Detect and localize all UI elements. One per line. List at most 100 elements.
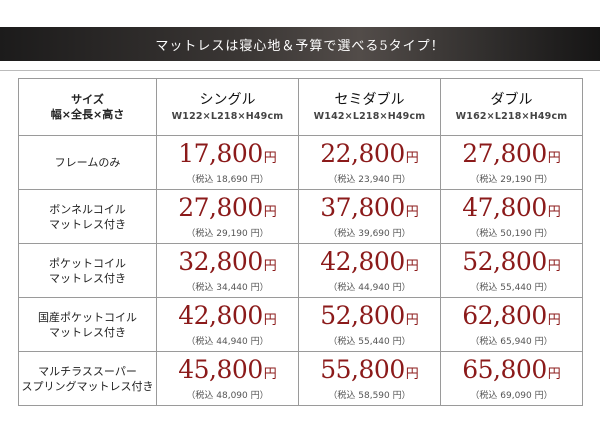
table-row: マルチラススーパー スプリングマットレス付き 45,800円 （税込 48,090 円… <box>18 351 583 406</box>
row-label-cell: ポケットコイル マットレス付き <box>18 243 157 298</box>
column-name: シングル <box>199 91 256 108</box>
tax-included-price: （税込 48,090 円） <box>186 391 269 401</box>
row-label: 国産ポケットコイル <box>38 310 137 324</box>
column-header-double: ダブル W162×L218×H49cm <box>440 78 583 136</box>
yen-unit: 円 <box>405 205 419 220</box>
banner-title: マットレスは寝心地＆予算で選べる5タイプ！ <box>155 38 445 54</box>
price-value: 32,800円 <box>157 247 298 282</box>
banner: マットレスは寝心地＆予算で選べる5タイプ！ <box>0 27 600 61</box>
price-cell: 55,800円 （税込 58,590 円） <box>298 351 441 406</box>
tax-included-price: （税込 39,690 円） <box>328 229 411 239</box>
price-number: 17,800 <box>178 139 263 168</box>
price-number: 27,800 <box>462 139 547 168</box>
column-size: W122×L218×H49cm <box>171 110 284 122</box>
price-value: 37,800円 <box>299 193 440 228</box>
yen-unit: 円 <box>547 205 561 220</box>
column-size: W142×L218×H49cm <box>313 110 426 122</box>
table-row: フレームのみ 17,800円 （税込 18,690 円） 22,800円 （税込 23,… <box>18 135 583 190</box>
yen-unit: 円 <box>263 151 277 166</box>
row-label: マットレス付き <box>49 217 126 231</box>
size-header-label: サイズ <box>71 93 104 106</box>
yen-unit: 円 <box>547 367 561 382</box>
tax-included-price: （税込 29,190 円） <box>186 229 269 239</box>
row-label: スプリングマットレス付き <box>21 379 154 393</box>
column-name: セミダブル <box>334 91 405 108</box>
price-value: 17,800円 <box>157 139 298 174</box>
price-value: 52,800円 <box>441 247 582 282</box>
price-value: 45,800円 <box>157 355 298 390</box>
table-row: ポケットコイル マットレス付き 32,800円 （税込 34,440 円） 42,800… <box>18 243 583 298</box>
table-row: 国産ポケットコイル マットレス付き 42,800円 （税込 44,940 円） 52,8… <box>18 297 583 352</box>
row-label-cell: マルチラススーパー スプリングマットレス付き <box>18 351 157 406</box>
table-header-row: サイズ 幅×全長×高さ シングル W122×L218×H49cm セミダブル W… <box>18 78 583 136</box>
price-value: 52,800円 <box>299 301 440 336</box>
price-value: 27,800円 <box>157 193 298 228</box>
dimension-header-label: 幅×全長×高さ <box>50 108 125 121</box>
tax-included-price: （税込 55,440 円） <box>470 283 553 293</box>
price-cell: 27,800円 （税込 29,190 円） <box>156 189 299 244</box>
row-label: ポケットコイル <box>49 256 126 270</box>
table-body: フレームのみ 17,800円 （税込 18,690 円） 22,800円 （税込 23,… <box>18 135 583 406</box>
price-cell: 42,800円 （税込 44,940 円） <box>298 243 441 298</box>
tax-included-price: （税込 44,940 円） <box>328 283 411 293</box>
banner-divider <box>0 70 600 71</box>
yen-unit: 円 <box>405 259 419 274</box>
price-cell: 32,800円 （税込 34,440 円） <box>156 243 299 298</box>
tax-included-price: （税込 44,940 円） <box>186 337 269 347</box>
yen-unit: 円 <box>263 367 277 382</box>
column-header-single: シングル W122×L218×H49cm <box>156 78 299 136</box>
price-number: 55,800 <box>320 355 405 384</box>
tax-included-price: （税込 65,940 円） <box>470 337 553 347</box>
row-label: フレームのみ <box>54 156 121 169</box>
price-cell: 52,800円 （税込 55,440 円） <box>440 243 583 298</box>
tax-included-price: （税込 29,190 円） <box>470 175 553 185</box>
price-cell: 17,800円 （税込 18,690 円） <box>156 135 299 190</box>
price-number: 42,800 <box>178 301 263 330</box>
price-cell: 45,800円 （税込 48,090 円） <box>156 351 299 406</box>
row-label: マットレス付き <box>49 271 126 285</box>
price-number: 52,800 <box>462 247 547 276</box>
row-label-cell: ボンネルコイル マットレス付き <box>18 189 157 244</box>
price-number: 22,800 <box>320 139 405 168</box>
column-header-semi-double: セミダブル W142×L218×H49cm <box>298 78 441 136</box>
price-value: 62,800円 <box>441 301 582 336</box>
row-label-cell: フレームのみ <box>18 135 157 190</box>
tax-included-price: （税込 55,440 円） <box>328 337 411 347</box>
price-table: サイズ 幅×全長×高さ シングル W122×L218×H49cm セミダブル W… <box>18 78 583 406</box>
price-cell: 65,800円 （税込 69,090 円） <box>440 351 583 406</box>
price-cell: 52,800円 （税込 55,440 円） <box>298 297 441 352</box>
price-cell: 22,800円 （税込 23,940 円） <box>298 135 441 190</box>
tax-included-price: （税込 58,590 円） <box>328 391 411 401</box>
price-value: 42,800円 <box>299 247 440 282</box>
yen-unit: 円 <box>547 151 561 166</box>
price-cell: 42,800円 （税込 44,940 円） <box>156 297 299 352</box>
yen-unit: 円 <box>263 205 277 220</box>
yen-unit: 円 <box>263 259 277 274</box>
yen-unit: 円 <box>405 367 419 382</box>
tax-included-price: （税込 50,190 円） <box>470 229 553 239</box>
tax-included-price: （税込 18,690 円） <box>186 175 269 185</box>
row-label: マットレス付き <box>49 325 126 339</box>
yen-unit: 円 <box>547 259 561 274</box>
yen-unit: 円 <box>547 313 561 328</box>
column-name: ダブル <box>490 91 533 108</box>
price-value: 42,800円 <box>157 301 298 336</box>
tax-included-price: （税込 69,090 円） <box>470 391 553 401</box>
price-value: 55,800円 <box>299 355 440 390</box>
price-cell: 27,800円 （税込 29,190 円） <box>440 135 583 190</box>
price-number: 37,800 <box>320 193 405 222</box>
price-value: 22,800円 <box>299 139 440 174</box>
price-value: 47,800円 <box>441 193 582 228</box>
price-number: 65,800 <box>462 355 547 384</box>
price-number: 32,800 <box>178 247 263 276</box>
table-row: ボンネルコイル マットレス付き 27,800円 （税込 29,190 円） 37,800… <box>18 189 583 244</box>
row-label-cell: 国産ポケットコイル マットレス付き <box>18 297 157 352</box>
price-cell: 37,800円 （税込 39,690 円） <box>298 189 441 244</box>
column-size: W162×L218×H49cm <box>455 110 568 122</box>
yen-unit: 円 <box>405 151 419 166</box>
price-number: 45,800 <box>178 355 263 384</box>
price-value: 65,800円 <box>441 355 582 390</box>
price-number: 52,800 <box>320 301 405 330</box>
tax-included-price: （税込 34,440 円） <box>186 283 269 293</box>
tax-included-price: （税込 23,940 円） <box>328 175 411 185</box>
